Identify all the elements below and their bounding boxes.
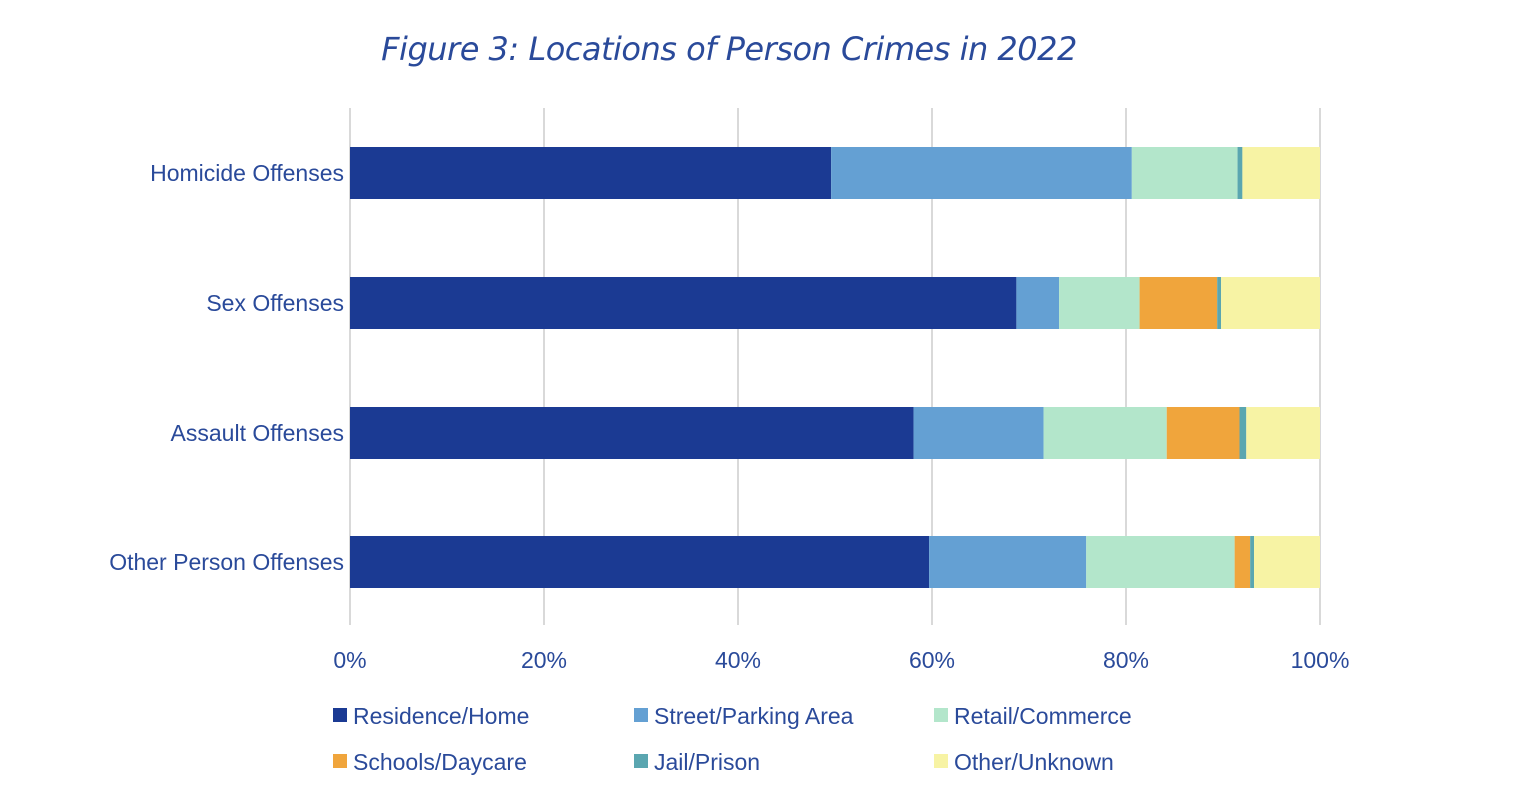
legend-swatch <box>934 754 948 768</box>
bar-segment <box>1217 277 1222 329</box>
bar-segment <box>1221 277 1320 329</box>
category-label: Assault Offenses <box>171 420 344 446</box>
bar-segment <box>1239 407 1247 459</box>
bar-segment <box>1139 277 1218 329</box>
bars <box>350 147 1320 588</box>
x-tick-label: 100% <box>1291 647 1350 673</box>
bar-segment <box>1250 536 1255 588</box>
legend-swatch <box>634 708 648 722</box>
category-label: Sex Offenses <box>206 290 344 316</box>
bar-segment <box>1234 536 1251 588</box>
legend-label: Other/Unknown <box>954 749 1114 775</box>
legend-label: Residence/Home <box>353 703 529 729</box>
bar-segment <box>350 536 930 588</box>
legend-swatch <box>934 708 948 722</box>
bar-segment <box>1043 407 1167 459</box>
legend-label: Retail/Commerce <box>954 703 1132 729</box>
bar-segment <box>929 536 1087 588</box>
legend-label: Schools/Daycare <box>353 749 527 775</box>
legend-label: Street/Parking Area <box>654 703 854 729</box>
x-axis-ticks: 0% 20% 40% 60% 80% 100% <box>333 647 1349 673</box>
legend-swatch <box>333 754 347 768</box>
category-label: Homicide Offenses <box>150 160 344 186</box>
bar-segment <box>831 147 1132 199</box>
category-label: Other Person Offenses <box>109 549 344 575</box>
bar-segment <box>1131 147 1238 199</box>
bar-segment <box>350 277 1017 329</box>
x-tick-label: 60% <box>909 647 955 673</box>
legend-swatch <box>634 754 648 768</box>
bar-segment <box>1166 407 1240 459</box>
bar-segment <box>1237 147 1243 199</box>
bar-segment <box>1086 536 1235 588</box>
bar-segment <box>913 407 1044 459</box>
bar-segment <box>1016 277 1060 329</box>
bar-segment <box>1059 277 1140 329</box>
x-tick-label: 40% <box>715 647 761 673</box>
bar-segment <box>1254 536 1320 588</box>
legend: Residence/Home Street/Parking Area Retail/… <box>333 703 1132 775</box>
legend-label: Jail/Prison <box>654 749 760 775</box>
category-labels: Homicide Offenses Sex Offenses Assault Off… <box>109 160 344 575</box>
chart-title: Figure 3: Locations of Person Crimes in … <box>381 30 1077 68</box>
bar-segment <box>1242 147 1320 199</box>
x-tick-label: 80% <box>1103 647 1149 673</box>
bar-segment <box>350 147 832 199</box>
bar-segment <box>1246 407 1320 459</box>
x-tick-label: 0% <box>333 647 366 673</box>
bar-segment <box>350 407 914 459</box>
legend-swatch <box>333 708 347 722</box>
x-tick-label: 20% <box>521 647 567 673</box>
